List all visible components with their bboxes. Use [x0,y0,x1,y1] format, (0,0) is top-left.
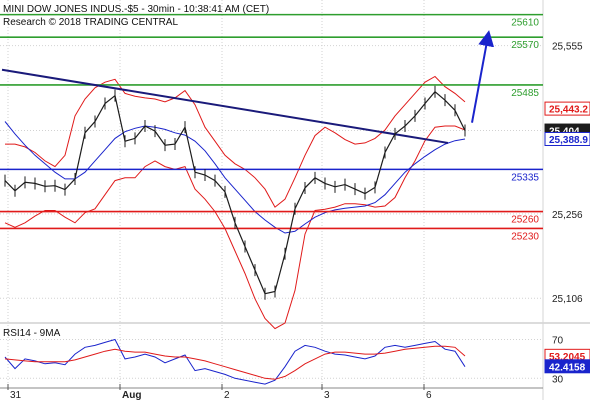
copyright-text: Research © 2018 TRADING CENTRAL [3,17,178,28]
level-label: 25570 [511,40,539,51]
level-label: 25230 [511,231,539,242]
moving-average-line [4,121,466,234]
level-label: 25335 [511,172,539,183]
trendline-group [1,68,449,144]
indicator-tag-label: 53.2045 [549,352,586,363]
forecast-group [471,30,495,123]
price-series [4,85,466,300]
level-label: 25610 [511,18,539,29]
rsi-series-rsi14-line [4,338,466,385]
bollinger-upper-line [5,75,466,208]
time-tick-label: 2 [224,390,230,400]
indicator-tick-label: 30 [552,374,564,385]
price-tag-label: 25,443.2 [549,105,588,116]
time-tick-label: 31 [10,390,22,400]
indicator-grid [0,325,543,388]
indicator-tag-label: 42.4158 [549,362,586,373]
rsi-lines [4,338,466,385]
forecast-arrow [471,30,495,123]
chart-title: MINI DOW JONES INDUS.-$5 - 30min - 10:38… [3,4,269,15]
price-grid [0,0,543,323]
price-tags: 25,443.225,40425,388.9 [544,101,590,146]
bollinger-bands [4,75,466,330]
time-tick-label: 3 [324,390,330,400]
level-label: 25485 [511,88,539,99]
indicator-axis: 70 30 [552,336,564,386]
price-tick-label: 25,256 [552,210,583,221]
level-label: 25260 [511,215,539,226]
indicator-tag-box [544,359,590,374]
price-tick-label: 25,555 [552,42,583,53]
bollinger-lower-line [4,125,466,330]
price-tick-label: 25,106 [552,294,583,305]
moving-average [4,121,466,234]
price-tag-box [544,131,590,146]
price-tag-box [544,101,590,116]
indicator-title: RSI14 - 9MA [3,328,61,339]
time-tick-label: 6 [426,390,432,400]
indicator-tick-label: 70 [552,336,564,347]
price-tag-label: 25,388.9 [549,135,588,146]
trendline [1,68,449,144]
time-tick-label: Aug [122,390,141,400]
time-axis: 31 Aug 2 3 6 [0,384,543,400]
rsi-series-9ma-line [4,345,466,380]
